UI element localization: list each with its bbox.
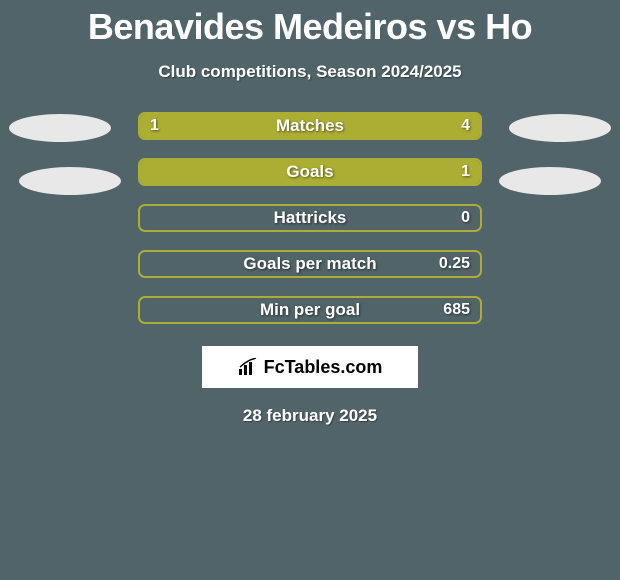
player-right-avatar-2 [499,167,601,195]
logo-text: FcTables.com [264,357,383,378]
page-title: Benavides Medeiros vs Ho [0,0,620,48]
stat-value-right: 0 [461,206,470,230]
comparison-bars: 1Matches4Goals1Hattricks0Goals per match… [138,112,482,324]
stat-bar: Goals per match0.25 [138,250,482,278]
logo-box: FcTables.com [202,346,418,388]
stat-label: Goals [140,160,480,184]
stat-bar: Min per goal685 [138,296,482,324]
player-left-avatar-1 [9,114,111,142]
stat-label: Matches [140,114,480,138]
stat-label: Min per goal [140,298,480,322]
stat-value-right: 4 [461,114,470,138]
stat-bar: 1Matches4 [138,112,482,140]
stat-label: Hattricks [140,206,480,230]
site-logo: FcTables.com [238,357,383,378]
stat-value-right: 0.25 [439,252,470,276]
stat-value-right: 1 [461,160,470,184]
stat-bar: Goals1 [138,158,482,186]
stat-bar: Hattricks0 [138,204,482,232]
date-label: 28 february 2025 [0,406,620,426]
stat-value-right: 685 [443,298,470,322]
stat-label: Goals per match [140,252,480,276]
chart-icon [238,358,260,376]
player-left-avatar-2 [19,167,121,195]
subtitle: Club competitions, Season 2024/2025 [0,62,620,82]
player-right-avatar-1 [509,114,611,142]
stats-area: 1Matches4Goals1Hattricks0Goals per match… [0,112,620,324]
